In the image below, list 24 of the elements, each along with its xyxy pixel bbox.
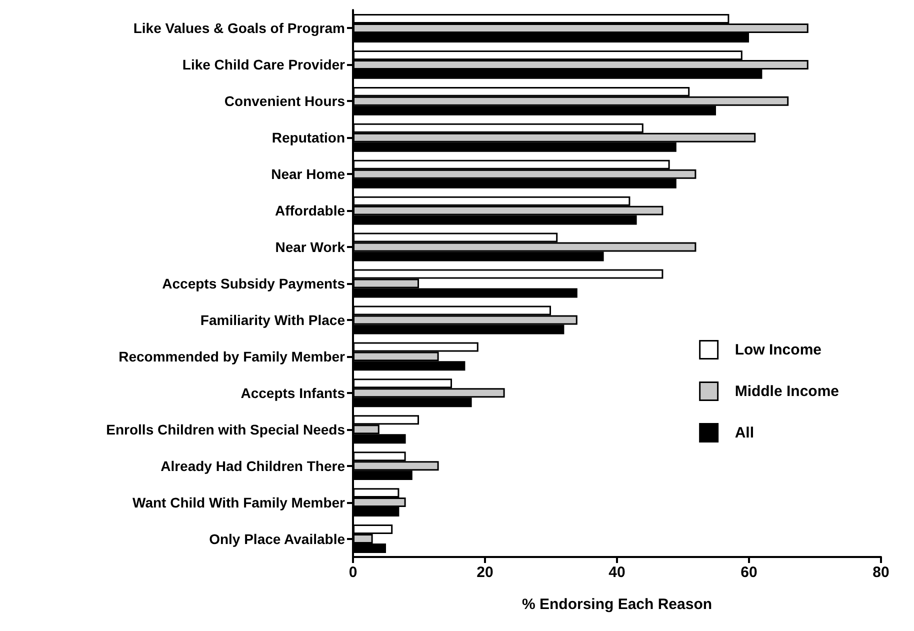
y-tick-label: Like Child Care Provider [182,56,346,73]
y-tick-label: Want Child With Family Member [132,494,346,510]
y-tick-label: Accepts Subsidy Payments [162,276,346,292]
x-tick-label: 40 [608,564,626,581]
x-tick-label: 60 [740,564,758,581]
legend-label: Middle Income [734,382,840,400]
x-tick-label: 0 [348,564,358,581]
y-tick-label: Affordable [275,202,346,219]
y-tick-label: Near Home [271,166,346,182]
y-tick-label: Only Place Available [209,530,346,547]
y-tick-label: Familiarity With Place [200,312,346,328]
y-tick-label: Enrolls Children with Special Needs [106,421,346,438]
legend-label: All [734,424,754,442]
y-tick-label: Accepts Infants [240,384,346,401]
y-tick-label: Near Work [275,239,346,256]
y-tick-label: Already Had Children There [160,458,346,474]
y-tick-label: Recommended by Family Member [118,348,346,364]
x-tick-label: 20 [476,564,494,581]
y-tick-label: Like Values & Goals of Program [133,20,345,36]
x-tick-label: 80 [872,564,890,581]
y-tick-label: Reputation [272,130,345,146]
legend-label: Low Income [734,341,822,358]
y-tick-label: Convenient Hours [224,93,346,110]
x-axis-title: % Endorsing Each Reason [522,596,712,613]
